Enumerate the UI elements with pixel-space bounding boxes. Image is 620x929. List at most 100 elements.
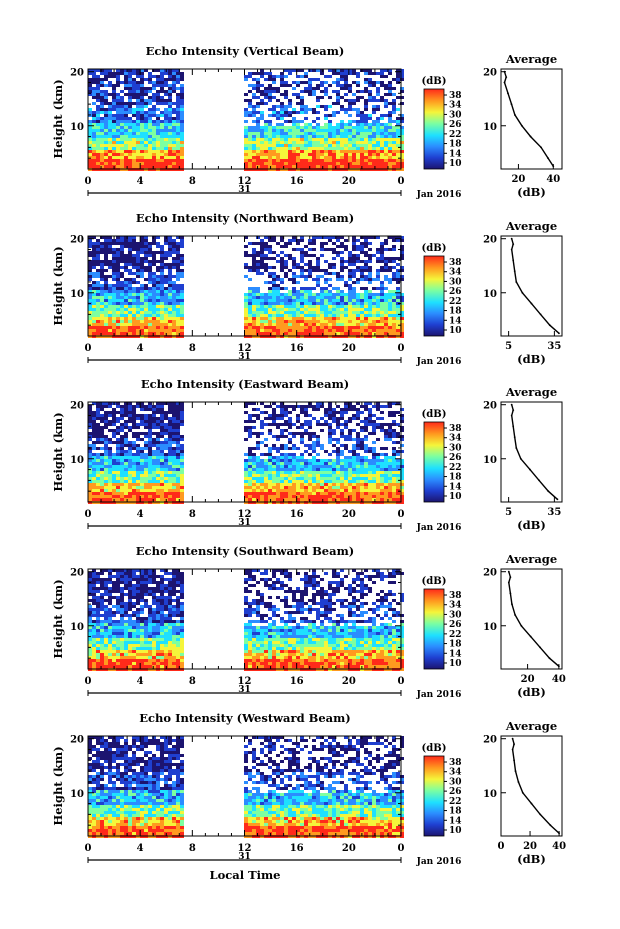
heatmap-cell [152, 108, 156, 111]
heatmap-cell [344, 69, 348, 72]
heatmap-cell [296, 159, 300, 162]
heatmap-cell [344, 84, 348, 87]
heatmap-cell [332, 317, 336, 320]
heatmap-cell [392, 323, 396, 326]
heatmap-cell [96, 471, 100, 474]
heatmap-cell [304, 323, 308, 326]
heatmap-cell [168, 129, 172, 132]
heatmap-cell [364, 426, 368, 429]
heatmap-cell [384, 263, 388, 266]
heatmap-cell [124, 117, 128, 120]
heatmap-cell [168, 311, 172, 314]
heatmap-cell [356, 332, 360, 335]
heatmap-cell [364, 108, 368, 111]
heatmap-cell [128, 429, 132, 432]
heatmap-cell [288, 332, 292, 335]
x-tick-label: 0 [85, 343, 92, 354]
heatmap-cell [152, 311, 156, 314]
heatmap-cell [272, 474, 276, 477]
heatmap-cell [260, 257, 264, 260]
heatmap-cell [352, 456, 356, 459]
heatmap-cell [276, 123, 280, 126]
heatmap-cell [328, 323, 332, 326]
heatmap-cell [88, 239, 92, 242]
heatmap-cell [92, 266, 96, 269]
heatmap-cell [324, 260, 328, 263]
heatmap-cell [376, 150, 380, 153]
heatmap-cell [176, 251, 180, 254]
heatmap-cell [272, 456, 276, 459]
heatmap-cell [252, 251, 256, 254]
heatmap-cell [148, 126, 152, 129]
heatmap-cell [388, 305, 392, 308]
heatmap-cell [164, 468, 168, 471]
heatmap-cell [244, 153, 248, 156]
heatmap-cell [264, 248, 268, 251]
heatmap-cell [336, 69, 340, 72]
heatmap-cell [136, 263, 140, 266]
heatmap-cell [380, 405, 384, 408]
heatmap-cell [148, 435, 152, 438]
heatmap-cell [344, 126, 348, 129]
heatmap-cell [360, 266, 364, 269]
heatmap-cell [296, 456, 300, 459]
heatmap-cell [156, 156, 160, 159]
heatmap-cell [136, 311, 140, 314]
heatmap-cell [260, 323, 264, 326]
heatmap-cell [144, 299, 148, 302]
heatmap-cell [376, 257, 380, 260]
heatmap-cell [148, 453, 152, 456]
heatmap-cell [372, 320, 376, 323]
heatmap-cell [132, 165, 136, 168]
heatmap-cell [132, 447, 136, 450]
heatmap-cell [312, 444, 316, 447]
heatmap-cell [272, 317, 276, 320]
heatmap-cell [368, 266, 372, 269]
heatmap-cell [316, 236, 320, 239]
heatmap-cell [284, 299, 288, 302]
heatmap-cell [120, 302, 124, 305]
heatmap-cell [124, 314, 128, 317]
heatmap-cell [172, 429, 176, 432]
heatmap-cell [160, 126, 164, 129]
heatmap-cell [280, 429, 284, 432]
heatmap-cell [292, 323, 296, 326]
heatmap-cell [304, 251, 308, 254]
heatmap-cell [100, 402, 104, 405]
heatmap-cell [276, 111, 280, 114]
heatmap-cell [400, 254, 404, 257]
heatmap-cell [104, 254, 108, 257]
heatmap-cell [172, 126, 176, 129]
heatmap-cell [164, 429, 168, 432]
heatmap-cell [392, 144, 396, 147]
heatmap-cell [300, 111, 304, 114]
heatmap-cell [352, 462, 356, 465]
heatmap-cell [396, 293, 400, 296]
heatmap-cell [292, 153, 296, 156]
heatmap-cell [248, 90, 252, 93]
heatmap-cell [352, 126, 356, 129]
heatmap-cell [140, 141, 144, 144]
heatmap-cell [132, 245, 136, 248]
heatmap-cell [268, 87, 272, 90]
heatmap-cell [104, 420, 108, 423]
heatmap-cell [364, 254, 368, 257]
heatmap-cell [112, 432, 116, 435]
heatmap-cell [116, 456, 120, 459]
heatmap-cell [372, 108, 376, 111]
heatmap-cell [280, 447, 284, 450]
heatmap-cell [384, 102, 388, 105]
heatmap-cell [340, 123, 344, 126]
heatmap-cell [260, 296, 264, 299]
heatmap-cell [124, 260, 128, 263]
heatmap-cell [312, 432, 316, 435]
heatmap-cell [256, 305, 260, 308]
heatmap-cell [280, 159, 284, 162]
heatmap-cell [284, 75, 288, 78]
heatmap-cell [252, 320, 256, 323]
heatmap-cell [364, 314, 368, 317]
heatmap-cell [104, 329, 108, 332]
heatmap-cell [96, 326, 100, 329]
heatmap-cell [344, 144, 348, 147]
heatmap-cell [312, 405, 316, 408]
